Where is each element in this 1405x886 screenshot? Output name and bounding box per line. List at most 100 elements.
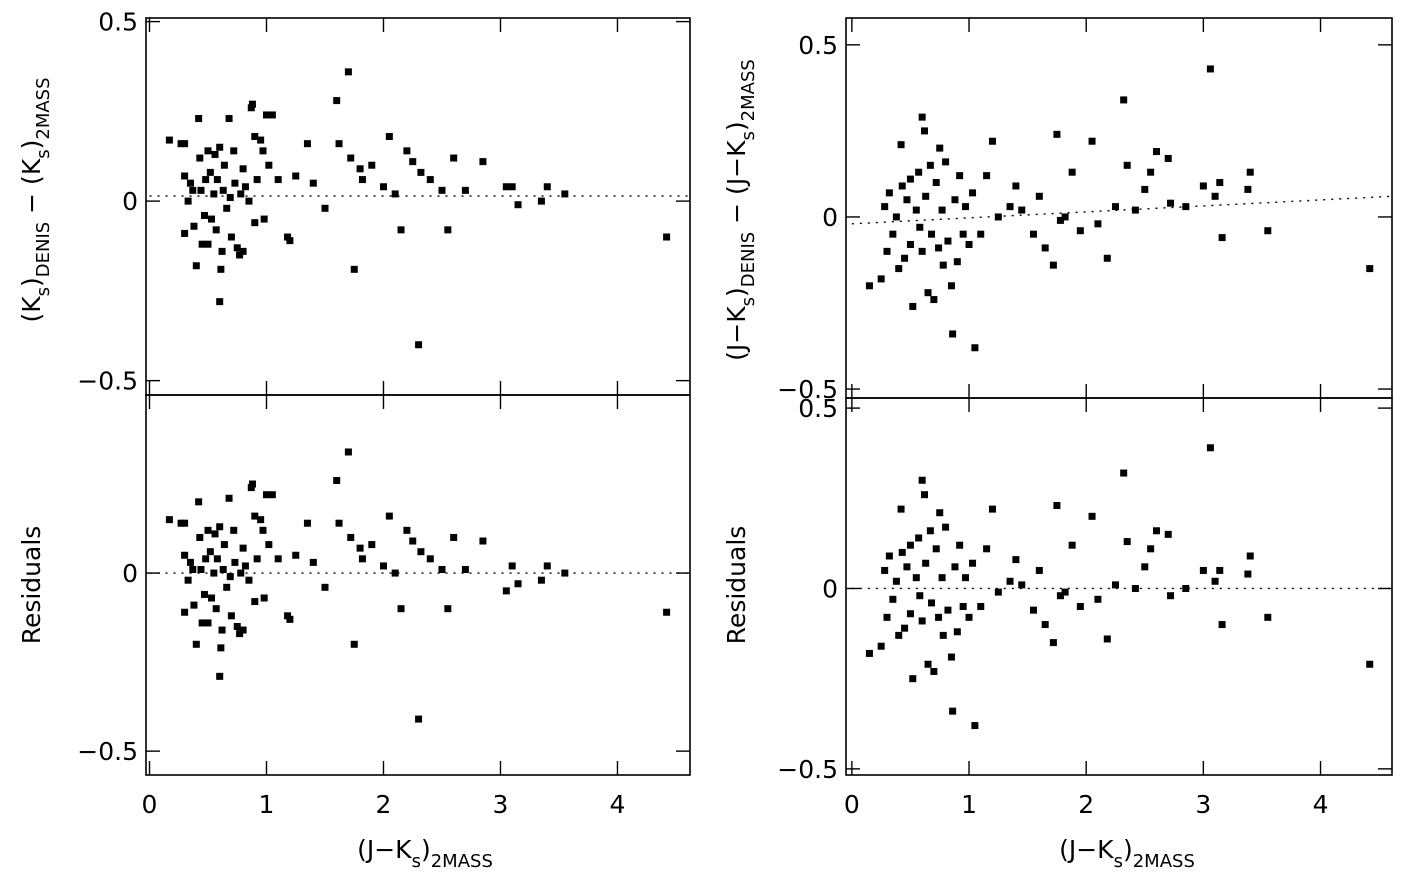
data-point bbox=[956, 172, 964, 180]
data-point bbox=[260, 215, 268, 223]
data-point bbox=[1123, 161, 1131, 169]
data-point bbox=[479, 537, 487, 545]
data-point bbox=[417, 548, 425, 556]
data-point bbox=[461, 186, 469, 194]
x-tick-label: 0 bbox=[142, 790, 158, 819]
data-point bbox=[1061, 588, 1069, 596]
data-point bbox=[233, 622, 241, 630]
data-point bbox=[292, 551, 300, 559]
data-point bbox=[944, 237, 952, 245]
data-point bbox=[231, 558, 239, 566]
data-point bbox=[537, 576, 545, 584]
data-point bbox=[253, 176, 261, 184]
y-axis-label: (J−Ks)DENIS − (J−Ks)2MASS bbox=[722, 59, 759, 361]
data-point bbox=[926, 161, 934, 169]
data-point bbox=[936, 509, 944, 517]
data-point bbox=[192, 262, 200, 270]
data-point bbox=[881, 566, 889, 574]
x-tick-label: 3 bbox=[1195, 790, 1211, 819]
data-point bbox=[1264, 227, 1272, 235]
data-point bbox=[901, 254, 909, 262]
data-point bbox=[204, 240, 212, 248]
data-point bbox=[1094, 595, 1102, 603]
y-axis-label-part: Residuals bbox=[722, 526, 751, 645]
data-point bbox=[942, 523, 950, 531]
data-point bbox=[190, 222, 198, 230]
data-point bbox=[962, 574, 970, 582]
data-point bbox=[1182, 584, 1190, 592]
data-point bbox=[309, 558, 317, 566]
data-point bbox=[906, 541, 914, 549]
data-point bbox=[350, 640, 358, 648]
x-axis-label-part: (J−K bbox=[357, 835, 412, 864]
data-point bbox=[225, 494, 233, 502]
data-point bbox=[1035, 566, 1043, 574]
data-point bbox=[951, 196, 959, 204]
y-axis-label-part: 2MASS bbox=[33, 77, 54, 139]
data-point bbox=[286, 237, 294, 245]
data-point bbox=[883, 247, 891, 255]
data-point bbox=[865, 282, 873, 290]
data-point bbox=[915, 534, 923, 542]
data-point bbox=[186, 558, 194, 566]
data-point bbox=[906, 175, 914, 183]
x-axis-label-part: 2MASS bbox=[1133, 851, 1195, 872]
plot-frame bbox=[845, 397, 1393, 776]
data-point bbox=[219, 566, 227, 574]
data-point bbox=[1120, 469, 1128, 477]
data-point bbox=[508, 562, 516, 570]
x-tick-label: 1 bbox=[961, 790, 977, 819]
data-point bbox=[1206, 65, 1214, 73]
data-point bbox=[1120, 96, 1128, 104]
data-point bbox=[284, 612, 292, 620]
data-point bbox=[181, 140, 189, 148]
data-point bbox=[977, 230, 985, 238]
x-axis-label: (J−Ks)2MASS bbox=[357, 835, 493, 872]
data-point bbox=[220, 161, 228, 169]
data-point bbox=[333, 97, 341, 105]
data-point bbox=[916, 592, 924, 600]
data-point bbox=[208, 215, 216, 223]
x-axis-label-part: ) bbox=[1123, 835, 1133, 864]
data-point bbox=[213, 176, 221, 184]
data-point bbox=[184, 576, 192, 584]
data-point bbox=[247, 484, 255, 492]
data-point bbox=[204, 147, 212, 155]
data-point bbox=[916, 223, 924, 231]
data-point bbox=[994, 213, 1002, 221]
data-point bbox=[165, 516, 173, 524]
data-point bbox=[932, 545, 940, 553]
data-point bbox=[212, 226, 220, 234]
x-axis-label: (J−Ks)2MASS bbox=[1059, 835, 1195, 872]
data-point bbox=[196, 533, 204, 541]
data-point bbox=[177, 140, 185, 148]
data-point bbox=[537, 197, 545, 205]
data-point bbox=[344, 448, 352, 456]
data-point bbox=[344, 68, 352, 76]
data-point bbox=[1029, 230, 1037, 238]
data-point bbox=[938, 206, 946, 214]
data-point bbox=[1141, 563, 1149, 571]
data-point bbox=[922, 559, 930, 567]
y-axis-label-part: Residuals bbox=[17, 526, 46, 645]
data-point bbox=[216, 523, 224, 531]
data-point bbox=[1103, 635, 1111, 643]
data-point bbox=[1029, 606, 1037, 614]
data-point bbox=[226, 194, 234, 202]
data-point bbox=[385, 132, 393, 140]
data-point bbox=[426, 555, 434, 563]
y-tick-label: 0 bbox=[822, 203, 838, 232]
data-point bbox=[543, 562, 551, 570]
data-point bbox=[1061, 213, 1069, 221]
fit-line bbox=[851, 195, 1393, 225]
data-point bbox=[216, 143, 224, 151]
data-point bbox=[197, 186, 205, 194]
y-tick-label: 0.5 bbox=[98, 8, 138, 37]
data-point bbox=[284, 233, 292, 241]
data-point bbox=[962, 203, 970, 211]
data-point bbox=[949, 330, 957, 338]
data-point bbox=[208, 594, 216, 602]
data-point bbox=[253, 555, 261, 563]
data-point bbox=[292, 172, 300, 180]
data-point bbox=[921, 127, 929, 135]
